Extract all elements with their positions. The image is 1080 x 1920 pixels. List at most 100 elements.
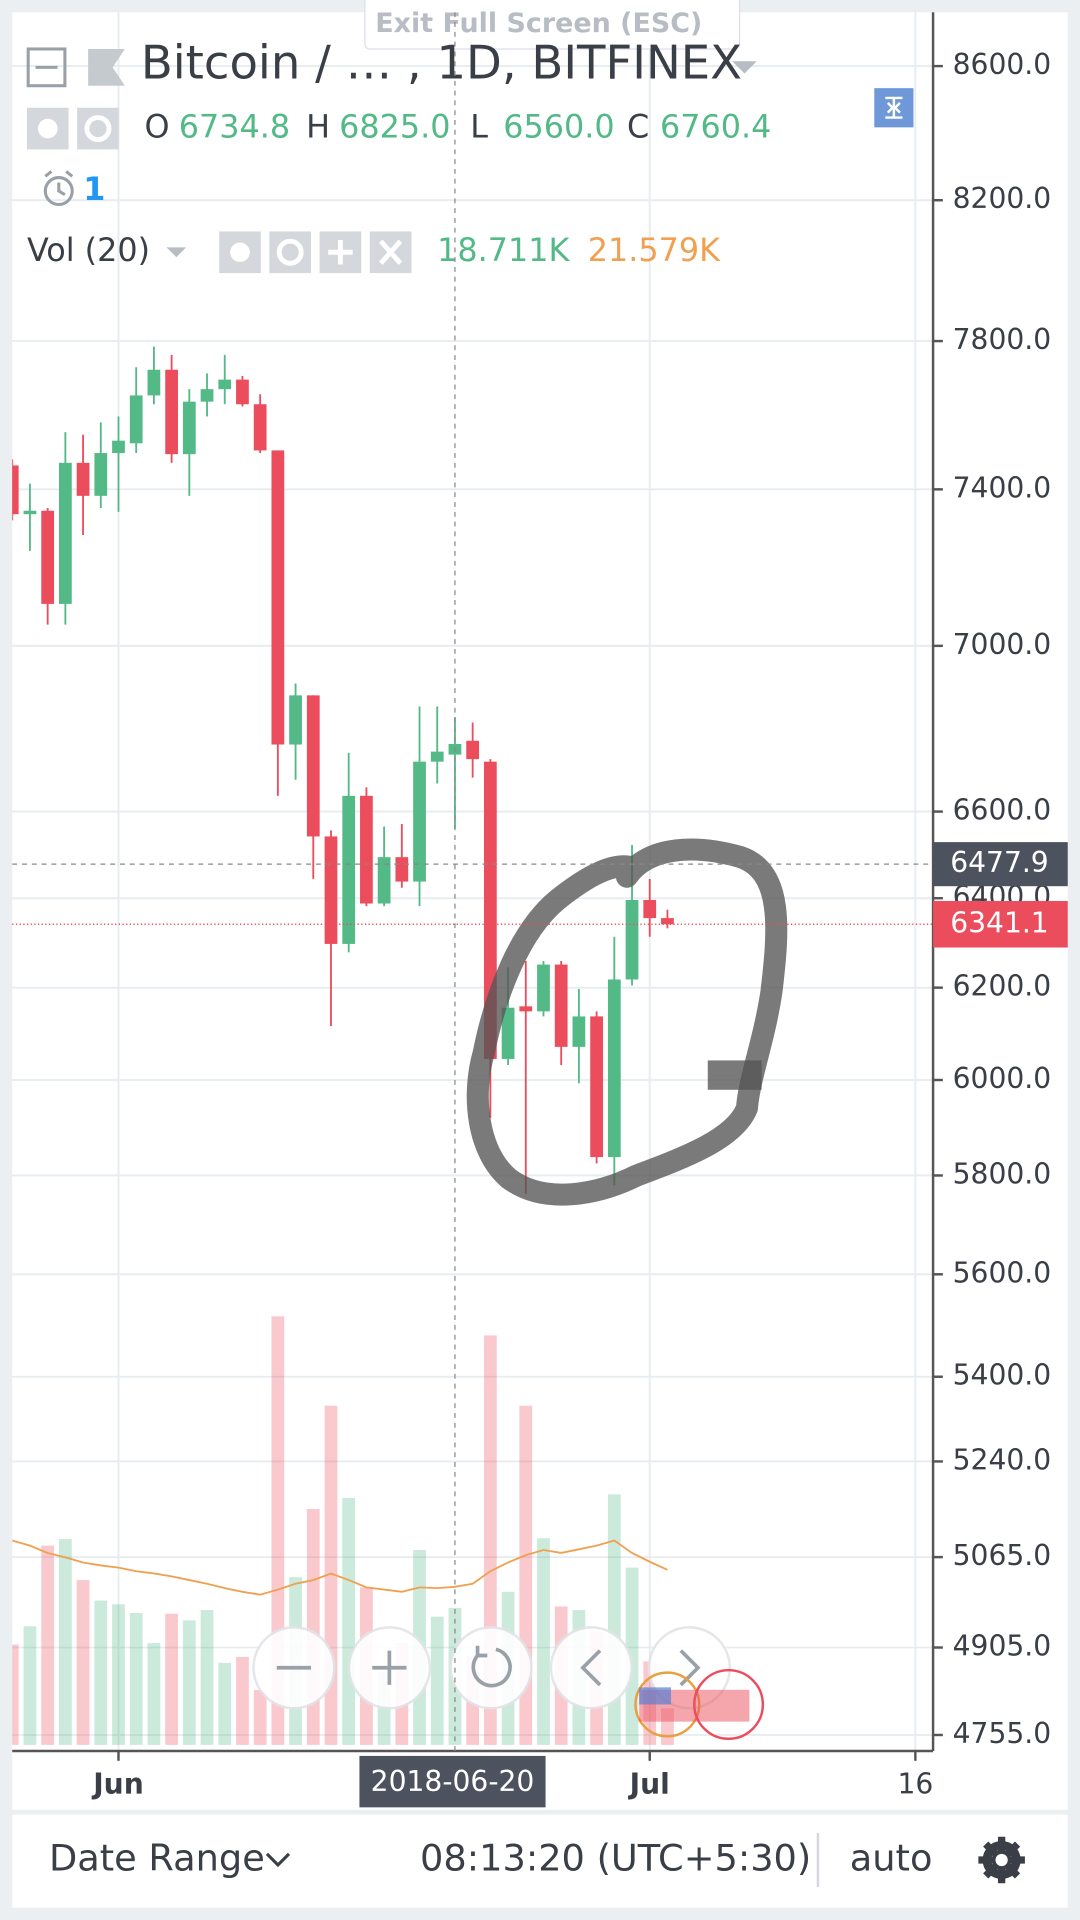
y-tick-label: 8600.0 [953, 48, 1052, 81]
candle-body [324, 836, 338, 944]
x-tick-label: Jun [91, 1767, 144, 1800]
date-range-chevron[interactable] [265, 1852, 291, 1868]
last-price-label: 6341.1 [950, 906, 1049, 939]
candle-body [236, 379, 249, 405]
volume-add-icon [328, 240, 353, 265]
candle-body [253, 404, 267, 451]
y-tick-label: 7800.0 [953, 323, 1052, 356]
volume-bar [218, 1662, 232, 1745]
volume-bar [253, 1689, 267, 1745]
ohlc-key: O [144, 108, 169, 146]
volume-indicator-name[interactable]: Vol (20) [27, 231, 150, 269]
y-tick-label: 5800.0 [953, 1157, 1052, 1190]
candle-body [413, 761, 426, 882]
volume-bar [236, 1656, 249, 1745]
y-tick-label: 4905.0 [953, 1630, 1052, 1663]
ohlc-value: 6760.4 [660, 108, 771, 146]
y-tick-label: 6000.0 [953, 1062, 1052, 1095]
reset-icon [471, 1645, 512, 1688]
candles [12, 346, 674, 1194]
ohlc-key: L [470, 108, 488, 146]
y-tick-label: 5600.0 [953, 1256, 1052, 1289]
gear-hole[interactable] [995, 1853, 1008, 1867]
scroll-left-icon [580, 1649, 602, 1687]
event-flag-canton [639, 1687, 672, 1705]
bottom-toolbar [12, 1814, 1068, 1908]
settings-icon [84, 115, 112, 143]
title-dropdown[interactable] [732, 61, 757, 74]
candle-body [430, 751, 444, 762]
candle-body [625, 899, 639, 980]
candle-body [147, 369, 161, 396]
candle-body [76, 462, 90, 496]
volume-bar [342, 1498, 356, 1745]
ohlc-value: 6734.8 [179, 108, 290, 146]
volume-ma-value: 21.579K [588, 231, 721, 269]
event-flags [634, 1668, 765, 1740]
last-price-tag [933, 901, 1068, 948]
y-tick-label: 5400.0 [953, 1359, 1052, 1392]
clock: 08:13:20 (UTC+5:30) [420, 1837, 811, 1880]
candle-body [661, 918, 674, 925]
settings-button[interactable] [77, 107, 119, 150]
candle-body [94, 453, 108, 496]
candle-body [12, 465, 19, 515]
candle-body [200, 389, 214, 402]
alarm-icon-hands [44, 170, 74, 197]
y-tick-label: 6200.0 [953, 970, 1052, 1003]
collapse-icon[interactable] [26, 47, 67, 88]
volume-bar [76, 1580, 90, 1745]
maximize-icon [885, 96, 903, 119]
candle-body [129, 395, 143, 444]
alert-count[interactable]: 1 [83, 170, 105, 208]
settings-gear[interactable] [978, 1836, 1025, 1884]
ohlc-key: C [627, 108, 649, 146]
volume-dropdown[interactable] [166, 247, 187, 258]
volume-bar [112, 1604, 125, 1745]
volume-bar [165, 1613, 178, 1745]
symbol-flag [88, 48, 125, 86]
volume-value: 18.711K [437, 231, 570, 269]
x-tick-label: Jul [628, 1767, 670, 1800]
candle-body [23, 510, 37, 515]
candle-body [395, 857, 409, 882]
y-tick-label: 6600.0 [953, 794, 1052, 827]
volume-bar [147, 1643, 161, 1745]
candle-body [519, 1006, 533, 1012]
axes: 8600.08200.07800.07400.07000.06600.06400… [12, 12, 1051, 1800]
candle-body [58, 462, 72, 604]
volume-bar [430, 1616, 444, 1745]
scroll-left-button[interactable] [549, 1626, 634, 1710]
volume-settings-button[interactable] [269, 231, 312, 274]
candle-body [342, 795, 356, 944]
volume-bar [200, 1610, 214, 1745]
volume-bar [12, 1644, 19, 1745]
volume-bar [182, 1620, 196, 1745]
crosshair-price-label: 6477.9 [950, 846, 1049, 879]
alarm-icon[interactable] [43, 176, 74, 207]
candle-body [165, 369, 178, 455]
candle-body [607, 979, 621, 1158]
crosshair-price-tag [933, 842, 1068, 887]
auto-scale-button[interactable]: auto [850, 1837, 933, 1880]
volume-bar [607, 1494, 621, 1745]
volume-bar [41, 1545, 55, 1745]
candle-body [112, 440, 125, 454]
candle-body [289, 695, 302, 745]
y-tick-label: 5240.0 [953, 1443, 1052, 1476]
x-tick-label: 16 [897, 1767, 933, 1800]
volume-eye-icon [230, 242, 250, 263]
exit-fullscreen-button[interactable] [364, 0, 741, 50]
reset-button[interactable] [449, 1626, 533, 1710]
candle-body [466, 740, 480, 760]
date-range-button[interactable]: Date Range [49, 1837, 265, 1880]
exit-fullscreen-label[interactable]: Exit Full Screen (ESC) [375, 8, 702, 39]
y-tick-label: 7400.0 [953, 471, 1052, 504]
y-tick-label: 8200.0 [953, 182, 1052, 215]
candle-body [218, 379, 232, 390]
symbol-title[interactable]: Bitcoin / … , 1D, BITFINEX [141, 36, 742, 90]
candle-body [377, 857, 391, 904]
candle-body [501, 1007, 515, 1059]
